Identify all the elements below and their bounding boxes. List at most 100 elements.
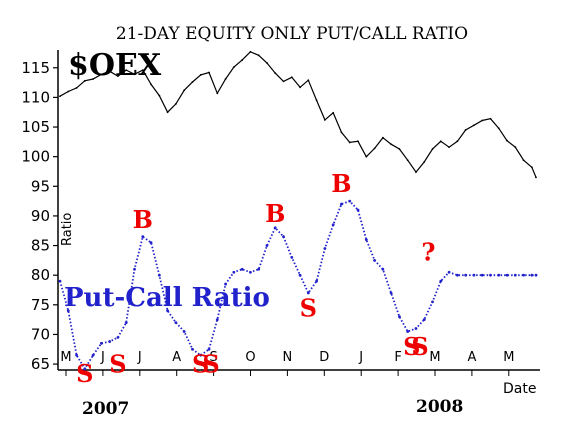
ratio-point (439, 279, 443, 283)
month-tick-label: O (245, 350, 255, 365)
oex-point (59, 95, 61, 98)
oex-point (332, 111, 335, 114)
oex-point (324, 119, 326, 121)
signal-label: B (265, 199, 285, 228)
ratio-point (497, 273, 501, 277)
signal-label: S (76, 359, 93, 388)
oex-point (141, 69, 144, 72)
ratio-point (124, 321, 128, 324)
ratio-point (389, 291, 393, 295)
oex-point (150, 83, 152, 86)
ratio-point (207, 347, 211, 351)
oex-point (357, 140, 359, 143)
ratio-point (116, 336, 120, 339)
ratio-point (364, 238, 368, 242)
ratio-point (99, 341, 103, 345)
ratio-point (534, 273, 538, 277)
y-tick-label: 100 (21, 148, 50, 166)
month-tick-label: J (100, 350, 105, 365)
ratio-point (489, 273, 492, 277)
month-tick-label: A (467, 350, 476, 365)
ratio-point (290, 256, 294, 259)
signal-label: B (133, 205, 153, 234)
oex-point (514, 146, 517, 149)
oex-point (232, 66, 235, 69)
ratio-point (75, 353, 78, 357)
ratio-point (257, 267, 261, 271)
oex-point (373, 147, 376, 150)
oex-point (117, 75, 119, 77)
ratio-point (431, 300, 434, 304)
ratio-point (249, 270, 252, 274)
oex-point (481, 119, 484, 122)
oex-point (340, 131, 343, 134)
ratio-point (348, 199, 352, 203)
ratio-point (340, 202, 343, 206)
oex-point (67, 90, 70, 93)
ratio-point (199, 353, 203, 357)
oex-point (208, 71, 210, 74)
ratio-point (157, 273, 161, 277)
signal-label: ? (421, 237, 435, 266)
ratio-point (480, 273, 484, 277)
ratio-point (306, 291, 310, 295)
ratio-line (59, 200, 536, 371)
oex-point (125, 69, 128, 72)
oex-point (108, 70, 111, 73)
month-tick-label: N (283, 350, 293, 365)
oex-point (158, 94, 161, 97)
signal-label: S (202, 349, 219, 378)
oex-point (199, 73, 202, 76)
oex-point (464, 129, 467, 131)
oex-point (166, 111, 169, 114)
ratio-point (414, 327, 418, 330)
y-tick-label: 110 (21, 88, 50, 106)
month-tick-label: M (503, 350, 514, 365)
oex-point (290, 76, 293, 79)
oex-point (348, 141, 351, 144)
month-tick-label: J (358, 350, 363, 365)
oex-point (133, 73, 136, 76)
oex-point (439, 140, 442, 143)
month-tick-label: F (394, 350, 401, 365)
y-tick-label: 85 (31, 237, 50, 255)
oex-point (241, 59, 244, 61)
y-tick-label: 90 (31, 207, 50, 225)
ratio-point (182, 330, 186, 333)
ratio-point (141, 235, 145, 239)
oex-point (530, 166, 533, 169)
ratio-point (455, 273, 459, 277)
ratio-point (406, 330, 410, 333)
oex-point (224, 78, 227, 80)
ratio-point (273, 226, 277, 230)
x-axis-label: Date (503, 381, 536, 397)
oex-point (489, 117, 492, 120)
ratio-point (240, 267, 244, 271)
ratio-point (265, 244, 269, 247)
year-label-2007: 2007 (82, 399, 129, 419)
chart-title: 21-DAY EQUITY ONLY PUT/CALL RATIO (116, 24, 468, 44)
ratio-point (298, 273, 302, 277)
ratio-point (331, 223, 335, 227)
oex-point (299, 86, 301, 89)
axes (57, 50, 540, 371)
oex-point (174, 103, 177, 105)
put-call-ratio-label: Put-Call Ratio (64, 283, 270, 313)
ratio-point (224, 282, 227, 286)
oex-point (398, 148, 401, 150)
oex-point (274, 72, 277, 75)
signal-label: S (403, 332, 420, 361)
ratio-point (422, 318, 426, 322)
oex-point (473, 124, 475, 127)
y-tick-label: 75 (31, 296, 50, 314)
ratio-point (373, 258, 376, 262)
y-tick-label: 80 (31, 266, 50, 284)
oex-point (100, 73, 103, 76)
oex-point (390, 143, 393, 146)
ratio-point (149, 241, 153, 244)
oex-point (423, 161, 426, 163)
ratio-point (282, 235, 285, 239)
ratio-point (133, 267, 136, 271)
